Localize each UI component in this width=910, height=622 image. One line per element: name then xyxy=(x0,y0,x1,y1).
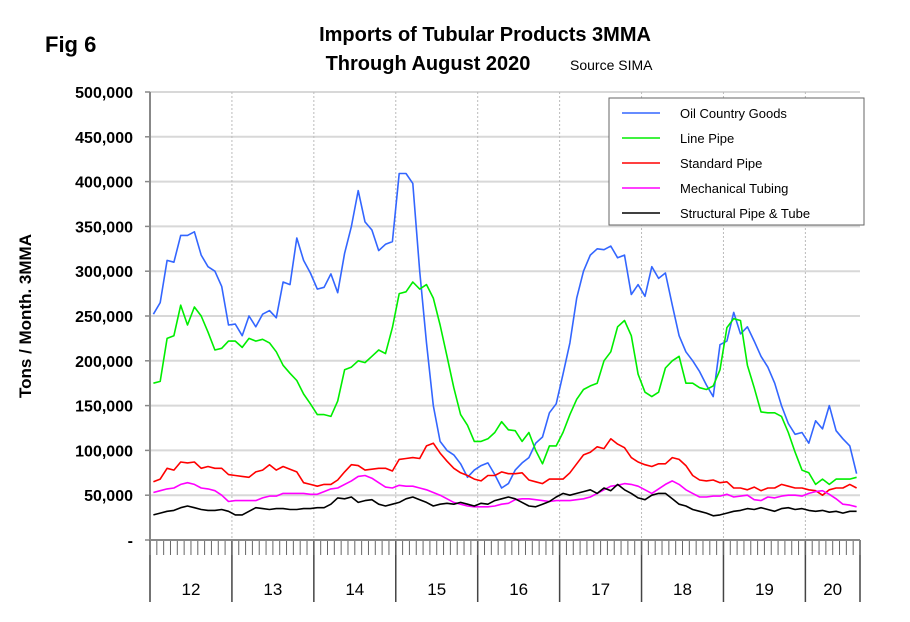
x-year-label: 15 xyxy=(427,580,446,599)
x-year-label: 13 xyxy=(263,580,282,599)
x-year-label: 20 xyxy=(823,580,842,599)
y-tick-label: 450,000 xyxy=(75,130,133,147)
y-tick-label: 250,000 xyxy=(75,309,133,326)
y-tick-label: 400,000 xyxy=(75,175,133,192)
series-line-line-pipe xyxy=(153,281,857,486)
legend-label: Standard Pipe xyxy=(680,156,762,171)
y-axis-label: Tons / Month. 3MMA xyxy=(16,234,35,398)
y-tick-label: - xyxy=(128,533,133,550)
y-tick-label: 50,000 xyxy=(84,488,133,505)
source-note: Source SIMA xyxy=(570,57,653,73)
series-line-structural-pipe-tube xyxy=(153,483,857,517)
chart-subtitle: Through August 2020 xyxy=(326,53,531,75)
x-year-label: 19 xyxy=(755,580,774,599)
y-tick-label: 300,000 xyxy=(75,264,133,281)
legend-label: Structural Pipe & Tube xyxy=(680,206,810,221)
legend-label: Oil Country Goods xyxy=(680,106,787,121)
y-tick-label: 200,000 xyxy=(75,354,133,371)
y-tick-label: 100,000 xyxy=(75,443,133,460)
fig-label: Fig 6 xyxy=(45,32,96,57)
series-line-standard-pipe xyxy=(153,437,857,497)
legend-label: Mechanical Tubing xyxy=(680,181,788,196)
legend-label: Line Pipe xyxy=(680,131,734,146)
y-tick-label: 500,000 xyxy=(75,85,133,102)
x-year-label: 18 xyxy=(673,580,692,599)
x-year-label: 17 xyxy=(591,580,610,599)
chart-title: Imports of Tubular Products 3MMA xyxy=(319,24,651,46)
y-tick-label: 350,000 xyxy=(75,219,133,236)
x-year-label: 12 xyxy=(182,580,201,599)
x-year-label: 14 xyxy=(345,580,364,599)
series-line-mechanical-tubing xyxy=(153,474,857,508)
x-year-label: 16 xyxy=(509,580,528,599)
series-line-oil-country-goods xyxy=(152,172,858,489)
legend-box xyxy=(608,97,865,226)
y-tick-label: 150,000 xyxy=(75,399,133,416)
